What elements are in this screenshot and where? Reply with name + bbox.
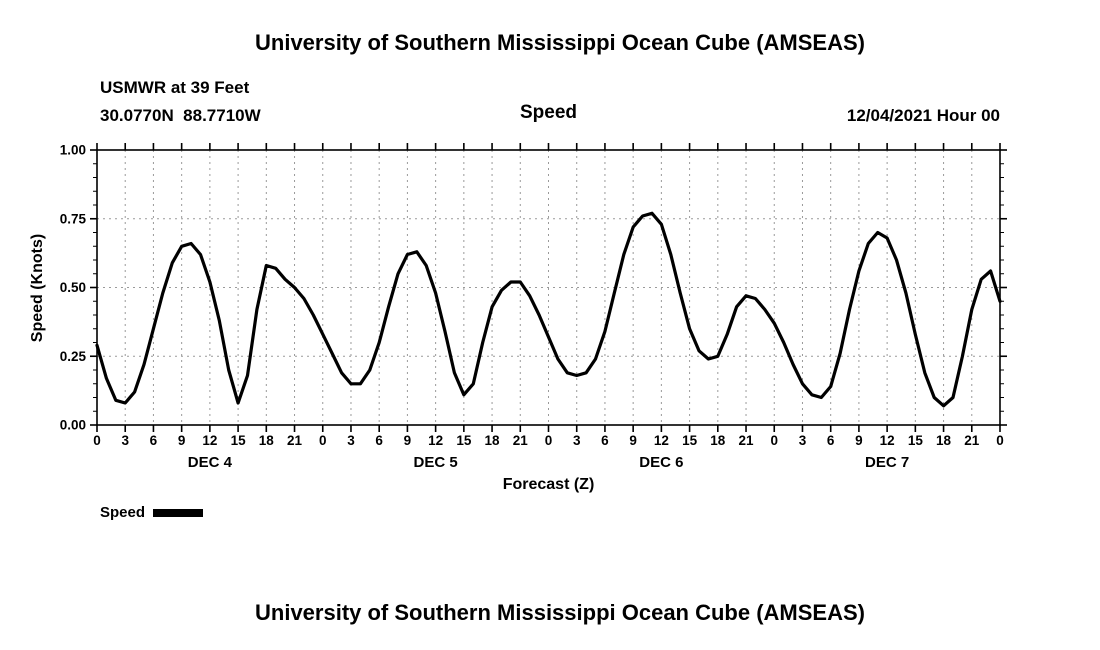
svg-text:0: 0: [545, 433, 553, 448]
svg-text:18: 18: [710, 433, 726, 448]
svg-text:9: 9: [178, 433, 186, 448]
svg-text:15: 15: [908, 433, 924, 448]
svg-text:12: 12: [428, 433, 443, 448]
svg-text:0: 0: [770, 433, 778, 448]
svg-text:3: 3: [573, 433, 581, 448]
svg-text:DEC 4: DEC 4: [188, 454, 233, 471]
svg-text:3: 3: [121, 433, 129, 448]
svg-text:21: 21: [513, 433, 529, 448]
svg-text:0: 0: [996, 433, 1004, 448]
svg-text:9: 9: [629, 433, 637, 448]
legend-line-swatch: [153, 508, 204, 517]
svg-text:21: 21: [964, 433, 980, 448]
svg-text:0.00: 0.00: [60, 418, 86, 433]
svg-text:15: 15: [456, 433, 472, 448]
x-date-labels: DEC 4 DEC 5 DEC 6 DEC 7: [188, 454, 909, 471]
svg-text:3: 3: [347, 433, 355, 448]
page-title-top: University of Southern Mississippi Ocean…: [255, 30, 865, 55]
svg-text:0.25: 0.25: [60, 349, 87, 364]
svg-text:3: 3: [799, 433, 807, 448]
svg-text:0.75: 0.75: [60, 211, 87, 226]
gridlines: [97, 150, 1000, 425]
coordinates-label: 30.0770N 88.7710W: [100, 106, 261, 125]
svg-text:0: 0: [93, 433, 101, 448]
svg-text:12: 12: [654, 433, 669, 448]
legend-label: Speed: [100, 504, 146, 521]
x-tick-labels: 0 3 6 9 12 15 18 21 0 3 6 9 12 15 18 21 0 3 6 9 12 15 18 21 0 3 6 9…: [93, 433, 1004, 448]
svg-text:21: 21: [287, 433, 303, 448]
svg-text:1.00: 1.00: [60, 143, 86, 158]
svg-text:12: 12: [202, 433, 217, 448]
svg-text:21: 21: [739, 433, 755, 448]
svg-text:DEC 7: DEC 7: [865, 454, 909, 471]
svg-text:0: 0: [319, 433, 327, 448]
axis-ticks: [90, 143, 1007, 432]
svg-text:15: 15: [682, 433, 698, 448]
svg-text:6: 6: [375, 433, 383, 448]
svg-text:DEC 6: DEC 6: [639, 454, 683, 471]
plot-title: Speed: [519, 102, 578, 123]
plot-frame: [96, 149, 1001, 426]
svg-text:9: 9: [404, 433, 412, 448]
forecast-datetime: 12/04/2021 Hour 00: [846, 106, 1000, 125]
svg-text:12: 12: [880, 433, 895, 448]
svg-text:6: 6: [150, 433, 158, 448]
svg-text:0.50: 0.50: [60, 280, 86, 295]
speed-series-line: [95, 211, 1002, 408]
svg-text:6: 6: [827, 433, 835, 448]
svg-text:18: 18: [936, 433, 952, 448]
svg-text:18: 18: [485, 433, 501, 448]
svg-text:6: 6: [601, 433, 609, 448]
svg-text:15: 15: [231, 433, 247, 448]
svg-text:9: 9: [855, 433, 863, 448]
station-label: USMWR at 39 Feet: [100, 78, 250, 97]
svg-text:DEC 5: DEC 5: [414, 454, 458, 471]
x-axis-title: Forecast (Z): [502, 476, 595, 493]
y-tick-labels: 0.00 0.25 0.50 0.75 1.00: [60, 143, 87, 433]
legend: Speed: [100, 504, 204, 521]
svg-text:18: 18: [259, 433, 275, 448]
page-title-bottom: University of Southern Mississippi Ocean…: [255, 600, 865, 625]
